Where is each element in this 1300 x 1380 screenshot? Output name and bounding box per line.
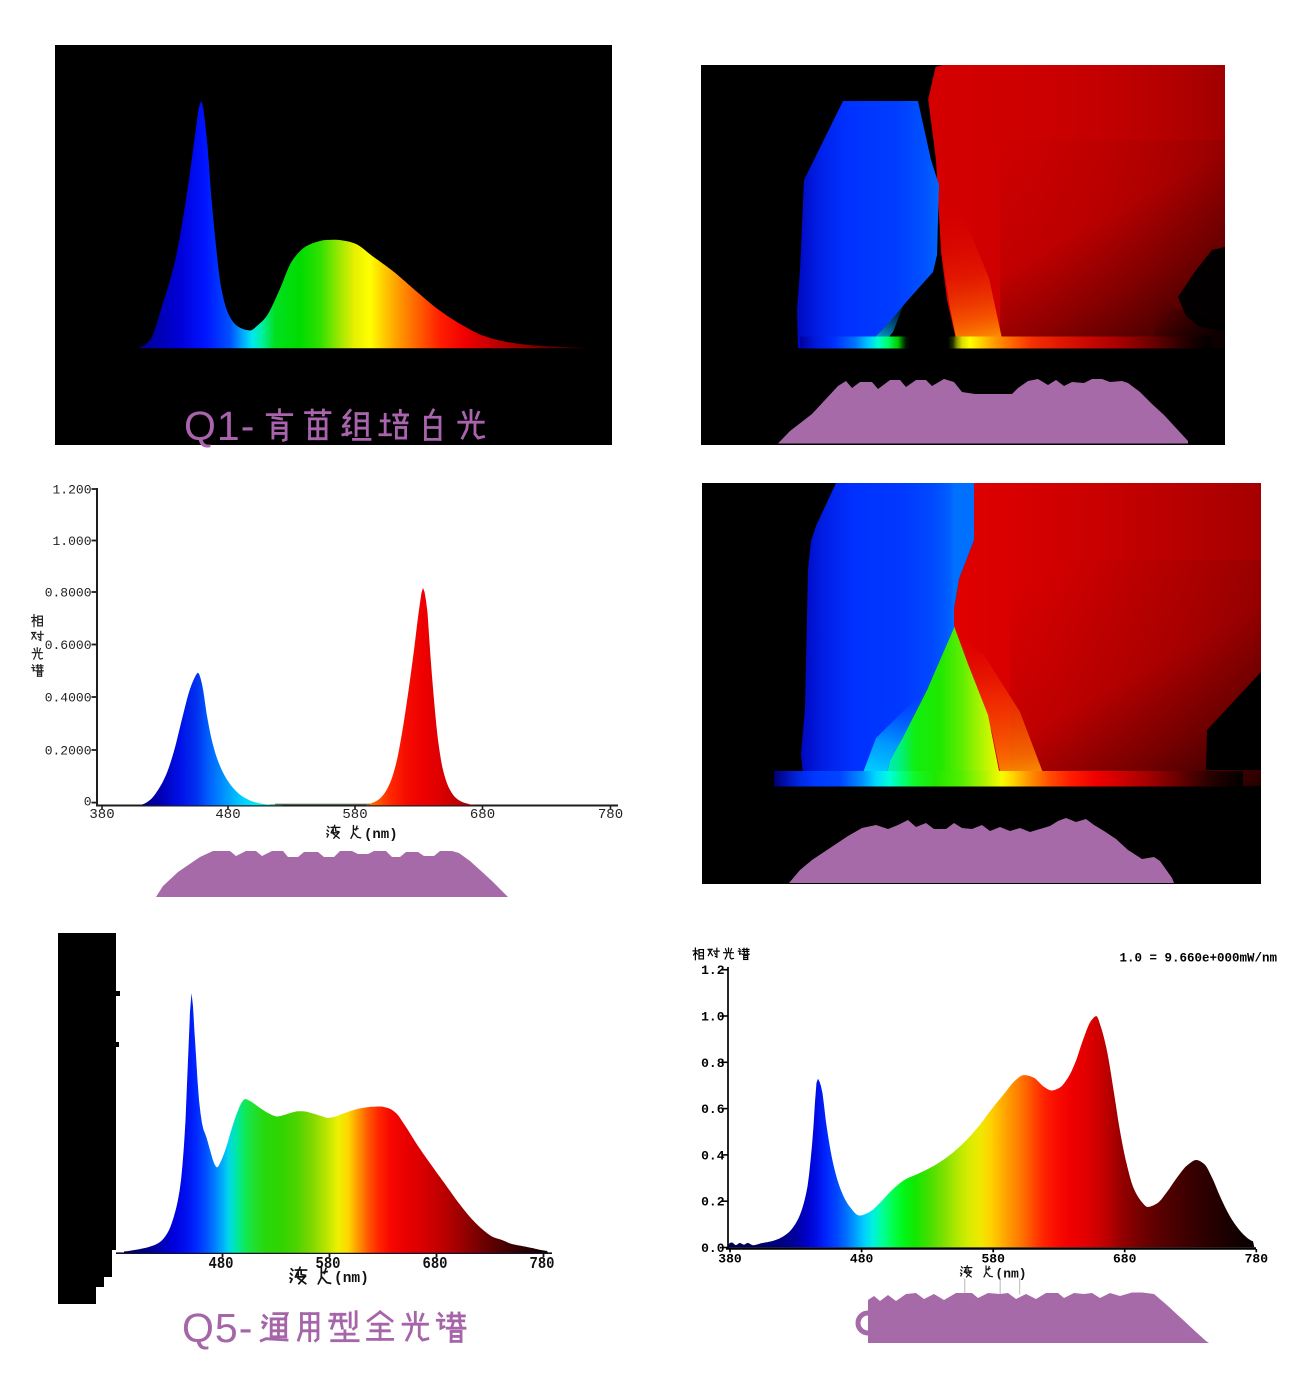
svg-text:0: 0 bbox=[84, 795, 92, 810]
svg-text:0.2: 0.2 bbox=[701, 1195, 725, 1210]
svg-text:1.2: 1.2 bbox=[701, 963, 725, 978]
svg-text:480: 480 bbox=[209, 1255, 234, 1274]
svg-text:0.8: 0.8 bbox=[701, 1056, 725, 1071]
svg-text:Q1-: Q1- bbox=[184, 403, 255, 449]
svg-text:0.6: 0.6 bbox=[701, 1102, 725, 1117]
svg-text:(nm): (nm) bbox=[364, 827, 398, 843]
svg-text:680: 680 bbox=[423, 1255, 448, 1274]
svg-text:780: 780 bbox=[598, 807, 623, 823]
svg-text:780: 780 bbox=[530, 1255, 555, 1274]
svg-text:380: 380 bbox=[718, 1252, 742, 1267]
svg-text:580: 580 bbox=[981, 1252, 1005, 1267]
svg-text:680: 680 bbox=[1113, 1252, 1137, 1267]
svg-text:680: 680 bbox=[470, 807, 495, 823]
svg-text:0.6000: 0.6000 bbox=[45, 638, 92, 653]
svg-text:0.0: 0.0 bbox=[701, 1241, 725, 1256]
svg-text:Q5-: Q5- bbox=[182, 1305, 253, 1351]
svg-text:1.0: 1.0 bbox=[701, 1010, 725, 1025]
svg-text:0.4: 0.4 bbox=[701, 1148, 725, 1163]
svg-text:480: 480 bbox=[215, 807, 240, 823]
svg-text:(nm): (nm) bbox=[334, 1271, 369, 1287]
svg-text:0.4000: 0.4000 bbox=[45, 691, 92, 706]
svg-text:1.200: 1.200 bbox=[52, 483, 91, 498]
svg-text:0.2000: 0.2000 bbox=[45, 744, 92, 759]
svg-text:580: 580 bbox=[342, 807, 367, 823]
svg-text:0.8000: 0.8000 bbox=[45, 586, 92, 601]
svg-text:1.000: 1.000 bbox=[52, 534, 91, 549]
svg-text:1.0 = 9.660e+000mW/nm: 1.0 = 9.660e+000mW/nm bbox=[1119, 952, 1277, 966]
svg-text:780: 780 bbox=[1245, 1252, 1269, 1267]
svg-text:480: 480 bbox=[850, 1252, 874, 1267]
svg-text:380: 380 bbox=[89, 807, 114, 823]
svg-text:(nm): (nm) bbox=[995, 1267, 1026, 1282]
